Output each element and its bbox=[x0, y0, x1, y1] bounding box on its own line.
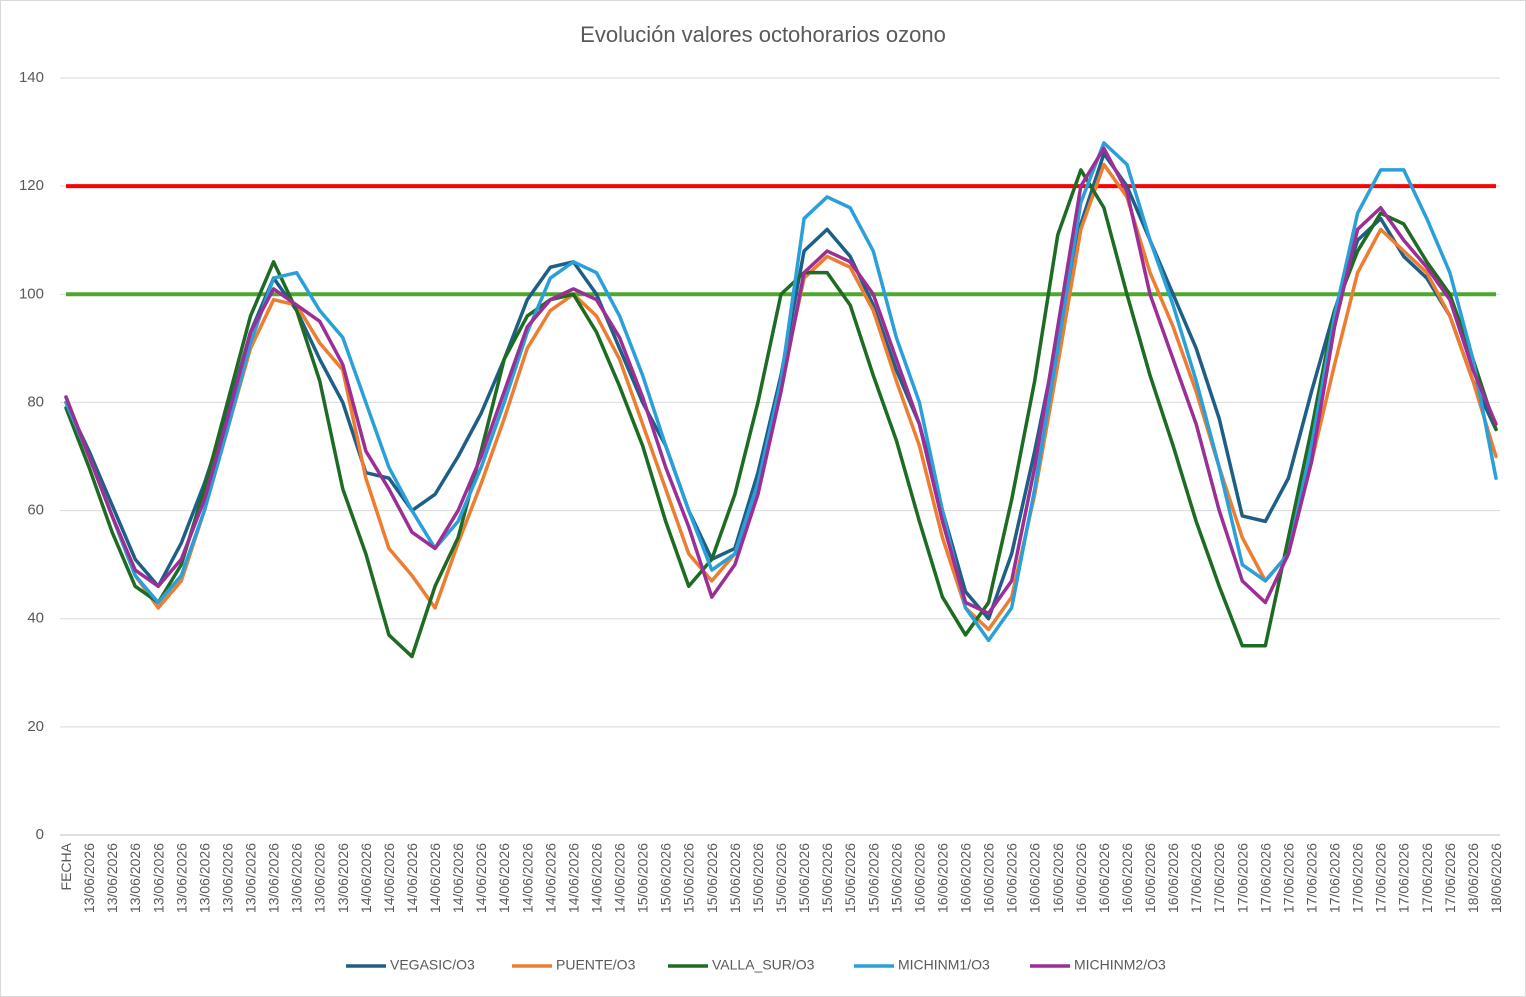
x-tick-label: 16/06/2026 bbox=[1096, 843, 1112, 913]
x-tick-label: 16/06/2026 bbox=[1004, 843, 1020, 913]
x-tick-label: FECHA bbox=[58, 842, 74, 890]
x-tick-label: 15/06/2026 bbox=[750, 843, 766, 913]
series-line bbox=[64, 146, 1498, 616]
x-tick-label: 15/06/2026 bbox=[681, 843, 697, 913]
legend-label: PUENTE/O3 bbox=[556, 957, 636, 973]
x-tick-label: 15/06/2026 bbox=[704, 843, 720, 913]
x-tick-label: 15/06/2026 bbox=[842, 843, 858, 913]
legend-label: MICHINM1/O3 bbox=[898, 957, 990, 973]
y-tick-label: 100 bbox=[19, 285, 44, 302]
x-tick-label: 14/06/2026 bbox=[612, 843, 628, 913]
x-tick-label: 13/06/2026 bbox=[289, 843, 305, 913]
x-tick-label: 15/06/2026 bbox=[773, 843, 789, 913]
x-tick-label: 14/06/2026 bbox=[404, 843, 420, 913]
x-tick-label: 15/06/2026 bbox=[635, 843, 651, 913]
y-tick-label: 140 bbox=[19, 69, 44, 86]
x-tick-label: 14/06/2026 bbox=[496, 843, 512, 913]
x-tick-label: 14/06/2026 bbox=[473, 843, 489, 913]
x-tick-label: 15/06/2026 bbox=[819, 843, 835, 913]
x-tick-label: 14/06/2026 bbox=[450, 843, 466, 913]
x-tick-label: 17/06/2026 bbox=[1327, 843, 1343, 913]
x-tick-label: 17/06/2026 bbox=[1211, 843, 1227, 913]
y-tick-label: 60 bbox=[27, 502, 44, 519]
x-tick-label: 13/06/2026 bbox=[81, 843, 97, 913]
x-tick-label: 13/06/2026 bbox=[335, 843, 351, 913]
x-tick-label: 13/06/2026 bbox=[243, 843, 259, 913]
x-tick-label: 16/06/2026 bbox=[981, 843, 997, 913]
series-line bbox=[64, 141, 1498, 643]
x-tick-label: 17/06/2026 bbox=[1373, 843, 1389, 913]
chart-title: Evolución valores octohorarios ozono bbox=[580, 22, 946, 47]
legend-label: MICHINM2/O3 bbox=[1074, 957, 1166, 973]
legend-label: VALLA_SUR/O3 bbox=[712, 957, 815, 973]
x-tick-label: 17/06/2026 bbox=[1419, 843, 1435, 913]
x-tick-label: 14/06/2026 bbox=[588, 843, 604, 913]
x-tick-label: 16/06/2026 bbox=[1165, 843, 1181, 913]
x-tick-label: 17/06/2026 bbox=[1303, 843, 1319, 913]
x-tick-label: 17/06/2026 bbox=[1280, 843, 1296, 913]
x-tick-label: 13/06/2026 bbox=[127, 843, 143, 913]
x-tick-label: 14/06/2026 bbox=[427, 843, 443, 913]
x-tick-label: 16/06/2026 bbox=[1142, 843, 1158, 913]
x-tick-label: 14/06/2026 bbox=[358, 843, 374, 913]
y-tick-label: 120 bbox=[19, 177, 44, 194]
x-tick-label: 14/06/2026 bbox=[565, 843, 581, 913]
x-tick-label: 16/06/2026 bbox=[934, 843, 950, 913]
x-tick-label: 15/06/2026 bbox=[888, 843, 904, 913]
x-tick-label: 14/06/2026 bbox=[519, 843, 535, 913]
x-tick-label: 15/06/2026 bbox=[727, 843, 743, 913]
x-tick-label: 17/06/2026 bbox=[1442, 843, 1458, 913]
x-tick-label: 16/06/2026 bbox=[1050, 843, 1066, 913]
x-tick-label: 13/06/2026 bbox=[266, 843, 282, 913]
x-tick-label: 17/06/2026 bbox=[1188, 843, 1204, 913]
x-tick-label: 13/06/2026 bbox=[312, 843, 328, 913]
x-tick-label: 15/06/2026 bbox=[796, 843, 812, 913]
x-tick-label: 13/06/2026 bbox=[173, 843, 189, 913]
y-tick-label: 80 bbox=[27, 393, 44, 410]
x-tick-label: 15/06/2026 bbox=[658, 843, 674, 913]
series-line bbox=[64, 168, 1498, 659]
x-tick-label: 15/06/2026 bbox=[865, 843, 881, 913]
y-tick-label: 20 bbox=[27, 718, 44, 735]
y-tick-label: 40 bbox=[27, 610, 44, 627]
x-tick-label: 16/06/2026 bbox=[1073, 843, 1089, 913]
x-tick-label: 16/06/2026 bbox=[1119, 843, 1135, 913]
x-tick-label: 14/06/2026 bbox=[542, 843, 558, 913]
x-tick-label: 13/06/2026 bbox=[219, 843, 235, 913]
y-tick-label: 0 bbox=[36, 826, 44, 843]
x-tick-label: 16/06/2026 bbox=[1027, 843, 1043, 913]
x-tick-label: 16/06/2026 bbox=[958, 843, 974, 913]
x-tick-label: 17/06/2026 bbox=[1350, 843, 1366, 913]
x-tick-label: 18/06/2026 bbox=[1488, 843, 1504, 913]
x-tick-label: 13/06/2026 bbox=[104, 843, 120, 913]
legend-label: VEGASIC/O3 bbox=[390, 957, 475, 973]
x-tick-label: 17/06/2026 bbox=[1257, 843, 1273, 913]
x-tick-label: 17/06/2026 bbox=[1234, 843, 1250, 913]
x-tick-label: 16/06/2026 bbox=[911, 843, 927, 913]
x-tick-label: 13/06/2026 bbox=[196, 843, 212, 913]
x-tick-label: 18/06/2026 bbox=[1465, 843, 1481, 913]
x-tick-label: 17/06/2026 bbox=[1396, 843, 1412, 913]
x-tick-label: 13/06/2026 bbox=[150, 843, 166, 913]
x-tick-label: 14/06/2026 bbox=[381, 843, 397, 913]
